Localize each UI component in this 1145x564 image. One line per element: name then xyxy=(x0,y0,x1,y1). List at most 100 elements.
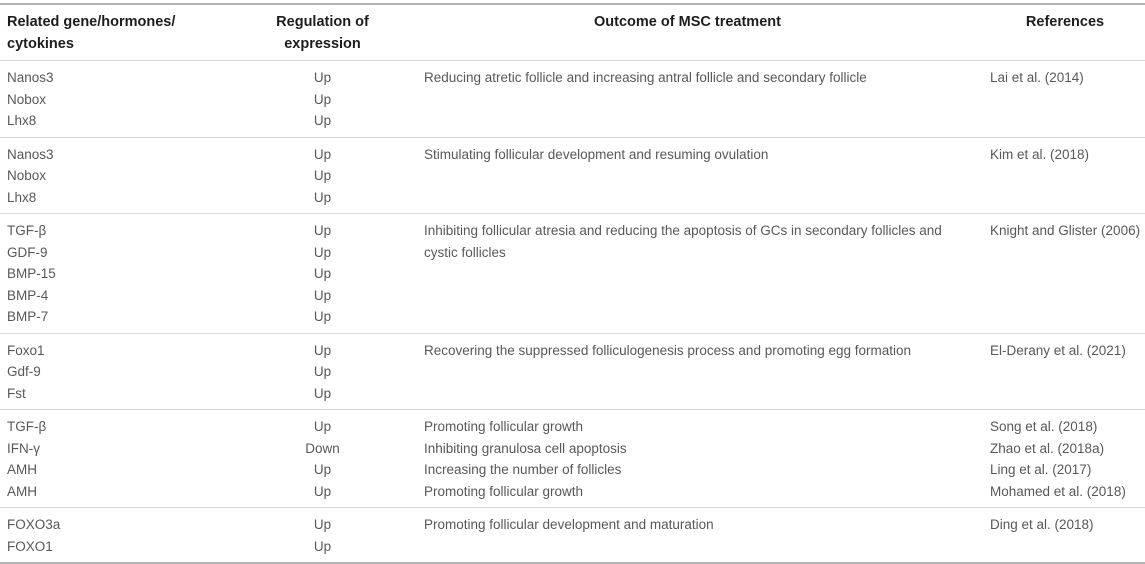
reference-citation: El-Derany et al. (2021) xyxy=(990,342,1126,358)
regulation-value: Up xyxy=(313,146,332,162)
gene-cell: Foxo1 Gdf-9 Fst xyxy=(0,333,255,410)
gene-label: TGF-β xyxy=(7,223,47,238)
gene-label: BMP-7 xyxy=(7,309,49,324)
reference-citation: Ding et al. (2018) xyxy=(990,517,1094,532)
gene-label: Nobox xyxy=(7,91,47,107)
reference-citation: Zhao et al. (2018a) xyxy=(990,440,1105,456)
regulation-value: Up xyxy=(313,244,332,260)
reference-citation: Knight and Glister (2006) xyxy=(990,223,1141,238)
reference-citation: Kim et al. (2018) xyxy=(990,146,1090,162)
reference-citation: Song et al. (2018) xyxy=(990,419,1098,434)
outcome-cell: Promoting follicular growth Inhibiting gr… xyxy=(390,410,985,508)
table-header: Related gene/hormones/ cytokines Regulat… xyxy=(0,4,1145,61)
outcome-cell: Promoting follicular development and mat… xyxy=(390,508,985,564)
regulation-value: Up xyxy=(313,91,332,107)
regulation-cell: Up Up Up xyxy=(255,333,390,410)
table-row: Nanos3 Nobox Lhx8 Up Up Up Reducing atretic fo… xyxy=(0,61,1145,138)
gene-label: Fst xyxy=(7,385,26,401)
outcome-text: Promoting follicular growth xyxy=(424,483,584,499)
gene-label: Foxo1 xyxy=(7,342,45,358)
outcome-cell: Reducing atretic follicle and increasing… xyxy=(390,61,985,138)
reference-citation: Ling et al. (2017) xyxy=(990,462,1092,477)
outcome-text: Inhibiting follicular atresia and reduci… xyxy=(424,223,942,260)
gene-label: Nanos3 xyxy=(7,146,54,162)
reference-cell: Lai et al. (2014) xyxy=(985,61,1145,138)
gene-label: GDF-9 xyxy=(7,244,48,260)
reference-cell: Ding et al. (2018) xyxy=(985,508,1145,564)
regulation-value: Up xyxy=(313,168,332,183)
regulation-value: Up xyxy=(313,223,332,238)
regulation-value: Up xyxy=(313,364,332,379)
gene-cell: FOXO3a FOXO1 xyxy=(0,508,255,564)
table-group: TGF-β IFN-γ AMH AMH Up Down Up Up Promoting foll… xyxy=(0,409,1145,508)
regulation-value: Up xyxy=(313,419,332,434)
table-row: TGF-β IFN-γ AMH AMH Up Down Up Up Promoting foll… xyxy=(0,410,1145,508)
regulation-cell: Up Up Up xyxy=(255,61,390,138)
gene-cell: Nanos3 Nobox Lhx8 xyxy=(0,137,255,214)
table-row: FOXO3a FOXO1 Up Up Promoting follicular deve… xyxy=(0,508,1145,564)
reference-citation: Mohamed et al. (2018) xyxy=(990,483,1126,499)
regulation-value: Up xyxy=(313,189,332,205)
outcome-cell: Recovering the suppressed folliculogenes… xyxy=(390,333,985,410)
gene-label: TGF-β xyxy=(7,419,47,434)
outcome-text: Inhibiting granulosa cell apoptosis xyxy=(424,440,627,456)
outcome-text: Promoting follicular growth xyxy=(424,419,584,434)
table-group: TGF-β GDF-9 BMP-15 BMP-4 BMP-7 Up Up Up Up Up Inhi… xyxy=(0,213,1145,334)
reference-cell: Kim et al. (2018) xyxy=(985,137,1145,214)
reference-citation: Lai et al. (2014) xyxy=(990,70,1084,85)
outcome-cell: Stimulating follicular development and r… xyxy=(390,137,985,214)
gene-cell: Nanos3 Nobox Lhx8 xyxy=(0,61,255,138)
gene-label: FOXO3a xyxy=(7,517,61,532)
regulation-value: Up xyxy=(313,517,332,532)
column-header-references: References xyxy=(985,4,1145,61)
regulation-value: Up xyxy=(313,385,332,401)
gene-label: IFN-γ xyxy=(7,440,40,456)
gene-label: Nobox xyxy=(7,168,47,183)
column-header-genes: Related gene/hormones/ cytokines xyxy=(0,4,255,61)
regulation-value: Down xyxy=(305,440,340,456)
gene-label: AMH xyxy=(7,483,37,499)
gene-label: BMP-4 xyxy=(7,287,49,303)
regulation-value: Up xyxy=(313,113,332,128)
outcome-text: Increasing the number of follicles xyxy=(424,462,622,477)
msc-treatment-table: Related gene/hormones/ cytokines Regulat… xyxy=(0,3,1145,564)
gene-label: Gdf-9 xyxy=(7,364,41,379)
gene-label: FOXO1 xyxy=(7,538,53,554)
reference-cell: Knight and Glister (2006) xyxy=(985,214,1145,334)
column-header-regulation: Regulation of expression xyxy=(255,4,390,61)
gene-cell: TGF-β IFN-γ AMH AMH xyxy=(0,410,255,508)
table-group: Nanos3 Nobox Lhx8 Up Up Up Reducing atretic fo… xyxy=(0,60,1145,138)
gene-label: Nanos3 xyxy=(7,70,54,85)
regulation-value: Up xyxy=(313,287,332,303)
regulation-cell: Up Up Up Up Up xyxy=(255,214,390,334)
regulation-cell: Up Up xyxy=(255,508,390,564)
regulation-cell: Up Up Up xyxy=(255,137,390,214)
regulation-cell: Up Down Up Up xyxy=(255,410,390,508)
gene-cell: TGF-β GDF-9 BMP-15 BMP-4 BMP-7 xyxy=(0,214,255,334)
table-row: Nanos3 Nobox Lhx8 Up Up Up Stimulating follicu… xyxy=(0,137,1145,214)
outcome-text: Recovering the suppressed folliculogenes… xyxy=(424,342,912,358)
table-group: FOXO3a FOXO1 Up Up Promoting follicular deve… xyxy=(0,507,1145,564)
regulation-value: Up xyxy=(313,266,332,281)
gene-label: BMP-15 xyxy=(7,266,56,281)
regulation-value: Up xyxy=(313,538,332,554)
gene-label: AMH xyxy=(7,462,37,477)
outcome-cell: Inhibiting follicular atresia and reduci… xyxy=(390,214,985,334)
table-header-row: Related gene/hormones/ cytokines Regulat… xyxy=(0,4,1145,61)
column-header-outcome: Outcome of MSC treatment xyxy=(390,4,985,61)
reference-cell: Song et al. (2018) Zhao et al. (2018a) Lin… xyxy=(985,410,1145,508)
outcome-text: Stimulating follicular development and r… xyxy=(424,146,769,162)
outcome-text: Promoting follicular development and mat… xyxy=(424,517,714,532)
table-group: Foxo1 Gdf-9 Fst Up Up Up Recovering the suppre… xyxy=(0,333,1145,410)
regulation-value: Up xyxy=(313,70,332,85)
reference-cell: El-Derany et al. (2021) xyxy=(985,333,1145,410)
gene-label: Lhx8 xyxy=(7,189,37,205)
table-row: TGF-β GDF-9 BMP-15 BMP-4 BMP-7 Up Up Up Up Up Inhi… xyxy=(0,214,1145,334)
table-group: Nanos3 Nobox Lhx8 Up Up Up Stimulating follicu… xyxy=(0,137,1145,214)
table-row: Foxo1 Gdf-9 Fst Up Up Up Recovering the suppre… xyxy=(0,333,1145,410)
regulation-value: Up xyxy=(313,462,332,477)
outcome-text: Reducing atretic follicle and increasing… xyxy=(424,70,867,85)
regulation-value: Up xyxy=(313,309,332,324)
regulation-value: Up xyxy=(313,342,332,358)
gene-label: Lhx8 xyxy=(7,113,37,128)
